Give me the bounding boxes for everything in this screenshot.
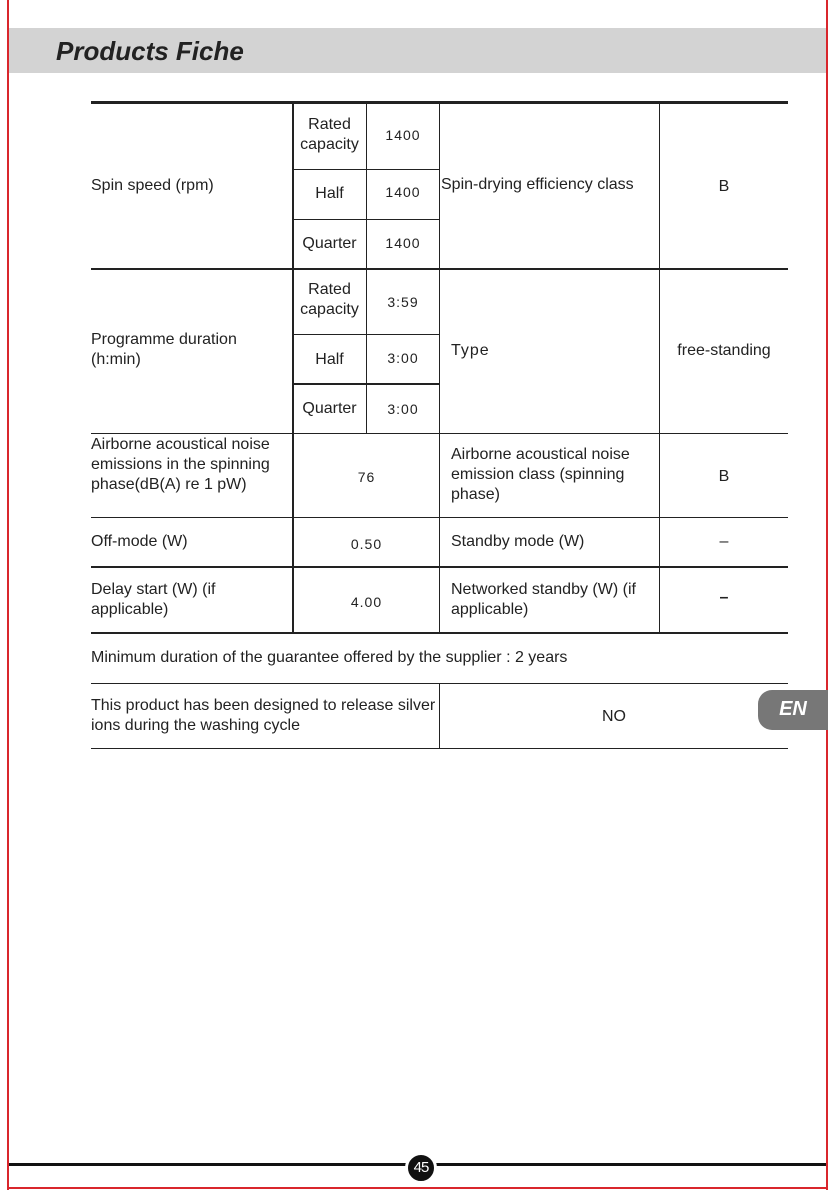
duration-half-label: Half (315, 351, 344, 368)
spin-quarter-value: 1400 (385, 235, 421, 251)
duration-quarter-value: 3:00 (387, 401, 419, 417)
page-number-badge: 45 (405, 1152, 437, 1184)
spin-rated-label: Rated capacity (300, 116, 359, 153)
spin-rated-value: 1400 (385, 127, 421, 143)
noise-emissions-value: 76 (357, 469, 376, 485)
guarantee-text: Minimum duration of the guarantee offere… (91, 649, 568, 666)
spin-quarter-label: Quarter (302, 235, 357, 252)
type-value: free-standing (677, 342, 771, 359)
delay-start-value: 4.00 (350, 594, 383, 610)
bottom-border (7, 1187, 828, 1189)
language-tab: EN (758, 690, 828, 730)
silver-ions-label: This product has been designed to releas… (91, 697, 436, 734)
duration-half-value: 3:00 (387, 350, 419, 366)
standby-mode-value: – (719, 533, 729, 550)
programme-duration-label: Programme duration (h:min) (91, 331, 237, 368)
spin-drying-class-label: Spin-drying efficiency class (441, 176, 634, 193)
networked-standby-label: Networked standby (W) (if applicable) (451, 581, 636, 618)
duration-quarter-label: Quarter (302, 400, 357, 417)
spin-half-label: Half (315, 185, 344, 202)
noise-emissions-label: Airborne acoustical noise emissions in t… (91, 436, 270, 493)
off-mode-value: 0.50 (350, 536, 383, 552)
delay-start-label: Delay start (W) (if applicable) (91, 581, 216, 618)
spin-drying-class-value: B (718, 178, 730, 195)
type-label: Type (451, 342, 490, 359)
page-number: 45 (413, 1159, 430, 1176)
spin-speed-label: Spin speed (rpm) (91, 177, 214, 194)
duration-rated-value: 3:59 (387, 294, 419, 310)
left-border (7, 0, 9, 1190)
header-band: Products Fiche (9, 28, 826, 73)
networked-standby-value: – (719, 589, 729, 606)
page-title: Products Fiche (56, 36, 244, 66)
right-border (826, 0, 828, 1190)
standby-mode-label: Standby mode (W) (451, 533, 585, 550)
silver-ions-value: NO (602, 708, 626, 725)
off-mode-label: Off-mode (W) (91, 533, 188, 550)
language-tab-label: EN (779, 698, 807, 720)
spin-half-value: 1400 (385, 184, 421, 200)
duration-rated-label: Rated capacity (300, 281, 359, 318)
noise-class-value: B (718, 468, 730, 485)
noise-class-label: Airborne acoustical noise emission class… (451, 446, 630, 503)
